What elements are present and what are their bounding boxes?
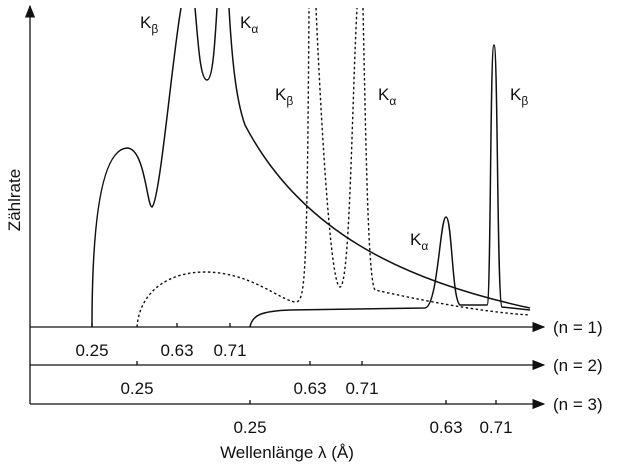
peak-label-sub: β bbox=[151, 22, 158, 36]
peak-label-main: K bbox=[140, 13, 152, 32]
spectrum-n2 bbox=[136, 7, 531, 328]
order-label: (n = 1) bbox=[553, 318, 603, 337]
x-axis-label: Wellenlänge λ (Å) bbox=[220, 443, 354, 462]
peak-label-main: K bbox=[378, 85, 390, 104]
tick-label: 0.25 bbox=[75, 341, 108, 360]
tick-label: 0.71 bbox=[213, 341, 246, 360]
tick-label: 0.25 bbox=[233, 418, 266, 437]
tick-label: 0.63 bbox=[160, 341, 193, 360]
spectrum-n1 bbox=[91, 7, 531, 328]
peak-label: Kα bbox=[378, 85, 396, 108]
peak-label-sub: β bbox=[286, 94, 293, 108]
y-axis-label: Zählrate bbox=[5, 169, 24, 231]
peak-label: Kα bbox=[410, 230, 428, 253]
peak-label: Kβ bbox=[140, 13, 158, 36]
tick-label: 0.25 bbox=[120, 379, 153, 398]
tick-label: 0.63 bbox=[429, 418, 462, 437]
spectrum-n3 bbox=[249, 44, 531, 328]
peak-label-main: K bbox=[510, 85, 522, 104]
order-label: (n = 3) bbox=[553, 395, 603, 414]
peak-label-main: K bbox=[240, 13, 252, 32]
peak-label-main: K bbox=[275, 85, 287, 104]
tick-label: 0.71 bbox=[479, 418, 512, 437]
peak-label-sub: β bbox=[521, 94, 528, 108]
tick-label: 0.71 bbox=[345, 379, 378, 398]
order-label: (n = 2) bbox=[553, 356, 603, 375]
peak-label: Kβ bbox=[510, 85, 528, 108]
peak-label-sub: α bbox=[421, 239, 428, 253]
peak-label: Kβ bbox=[275, 85, 293, 108]
peak-label: Kα bbox=[240, 13, 258, 36]
peak-label-sub: α bbox=[389, 94, 396, 108]
peak-label-main: K bbox=[410, 230, 422, 249]
peak-label-sub: α bbox=[251, 22, 258, 36]
tick-label: 0.63 bbox=[293, 379, 326, 398]
